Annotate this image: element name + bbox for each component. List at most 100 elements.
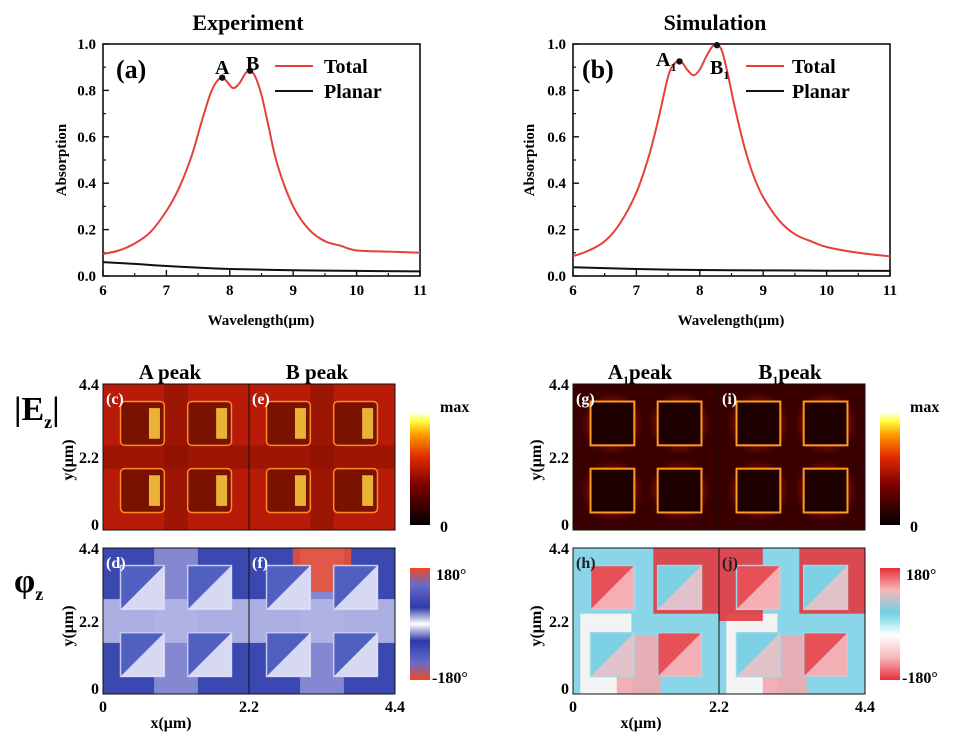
map-y-tick-label: 0 bbox=[91, 681, 99, 698]
map-ylabel-bottom-right: y(μm) bbox=[528, 605, 545, 646]
map-label-e: (e) bbox=[252, 391, 270, 408]
map-label-j: (j) bbox=[722, 555, 738, 572]
map-d bbox=[102, 547, 250, 695]
series-planar-line bbox=[102, 261, 421, 273]
x-tick-label: 9 bbox=[759, 283, 767, 299]
map-y-tick-label: 4.4 bbox=[549, 541, 569, 558]
map-label-f: (f) bbox=[252, 555, 268, 572]
resonator-square bbox=[589, 467, 636, 514]
peak-b-label: B bbox=[246, 53, 259, 75]
map-x-tick-label: 0 bbox=[569, 699, 577, 716]
map-shading-band bbox=[103, 445, 249, 469]
resonator-half bbox=[120, 632, 165, 677]
x-tick-label: 9 bbox=[289, 283, 297, 299]
field-hotspot bbox=[294, 408, 306, 439]
header-a-peak: A peak bbox=[139, 360, 202, 384]
field-hotspot bbox=[362, 408, 374, 439]
map-xlabel-right: x(μm) bbox=[620, 715, 661, 732]
peak-marker-a bbox=[676, 58, 683, 65]
colorbar-phase-simulation bbox=[880, 568, 900, 680]
panel-a-ylabel: Absorption bbox=[54, 123, 70, 196]
resonator-half bbox=[266, 565, 311, 610]
map-ylabel-top-right: y(μm) bbox=[528, 439, 545, 480]
resonator-half bbox=[736, 632, 781, 677]
colorbar-180-label: 180° bbox=[436, 567, 466, 584]
resonator-square bbox=[802, 467, 849, 514]
y-tick-label: 0.0 bbox=[77, 269, 96, 285]
map-y-tick-label: 4.4 bbox=[79, 377, 99, 394]
map-y-tick-label: 2.2 bbox=[549, 614, 569, 631]
field-maps bbox=[102, 383, 866, 695]
x-tick-label: 7 bbox=[633, 283, 641, 299]
map-e bbox=[248, 383, 396, 531]
header-b1-peak: B1peak bbox=[758, 360, 822, 387]
resonator-half bbox=[187, 565, 232, 610]
y-tick-label: 1.0 bbox=[77, 37, 96, 53]
y-tick-label: 0.4 bbox=[547, 176, 566, 192]
colorbar-amplitude-simulation bbox=[880, 412, 900, 525]
panel-a-xlabel: Wavelength(μm) bbox=[208, 313, 315, 329]
resonator-half bbox=[657, 565, 702, 610]
map-y-tick-label: 2.2 bbox=[79, 614, 99, 631]
resonator-half bbox=[120, 565, 165, 610]
legend-planar-label: Planar bbox=[792, 81, 850, 103]
panel-b-xlabel: Wavelength(μm) bbox=[678, 313, 785, 329]
y-tick-label: 0.4 bbox=[77, 176, 96, 192]
colorbar-m180-label: -180° bbox=[432, 670, 468, 687]
resonator-half bbox=[266, 632, 311, 677]
map-c bbox=[102, 383, 250, 531]
map-y-tick-label: 2.2 bbox=[549, 450, 569, 467]
field-hotspot bbox=[148, 475, 160, 506]
map-frame bbox=[718, 383, 866, 531]
map-label-c: (c) bbox=[106, 391, 124, 408]
colorbar-amplitude-experiment bbox=[410, 412, 430, 525]
panel-b-plot-frame bbox=[572, 43, 891, 277]
x-tick-label: 6 bbox=[569, 283, 577, 299]
map-x-tick-label: 4.4 bbox=[855, 699, 875, 716]
panel-b-title: Simulation bbox=[664, 10, 767, 35]
y-tick-label: 0.0 bbox=[547, 269, 566, 285]
panel-b-label: (b) bbox=[582, 55, 614, 84]
map-label-d: (d) bbox=[106, 555, 126, 572]
x-tick-label: 8 bbox=[696, 283, 704, 299]
map-label-i: (i) bbox=[722, 391, 737, 408]
map-frame bbox=[718, 547, 866, 695]
panel-a-axes: 6 7 8 9 10 11 0.0 0.2 0.4 0.6 0.8 1.0 bbox=[77, 37, 427, 299]
panel-b-legend: Total Planar bbox=[746, 56, 850, 103]
panel-a-plot-frame bbox=[102, 43, 421, 277]
panel-b-ylabel: Absorption bbox=[522, 123, 538, 196]
resonator-square bbox=[656, 467, 703, 514]
x-tick-label: 10 bbox=[349, 283, 364, 299]
x-tick-label: 11 bbox=[413, 283, 427, 299]
peak-marker-b bbox=[713, 41, 721, 49]
panel-b-series bbox=[572, 41, 891, 272]
map-j bbox=[718, 547, 866, 695]
y-tick-label: 0.8 bbox=[77, 83, 96, 99]
resonator-square bbox=[735, 467, 782, 514]
panel-a-legend: Total Planar bbox=[275, 56, 382, 103]
resonator-square bbox=[589, 400, 636, 447]
x-tick-label: 6 bbox=[99, 283, 107, 299]
map-tick-labels: 0 2.2 4.4 0 2.2 4.4 0 2.2 4.4 0 2.2 4.4 0 2.2 4.4 0 2.2 4… bbox=[79, 377, 875, 716]
field-hotspot bbox=[216, 408, 228, 439]
legend-planar-label: Planar bbox=[324, 81, 382, 103]
colorbar-max-label: max bbox=[440, 399, 469, 416]
resonator-half bbox=[590, 565, 635, 610]
colorbar-zero-label: 0 bbox=[440, 519, 448, 536]
peak-a-label: A bbox=[215, 57, 230, 79]
map-y-tick-label: 4.4 bbox=[79, 541, 99, 558]
panel-a-title: Experiment bbox=[192, 10, 304, 35]
row-label-field-phase: φz bbox=[14, 563, 43, 604]
resonator-square bbox=[735, 400, 782, 447]
panel-a-experiment-chart: Experiment 6 7 8 9 10 11 0.0 0.2 0.4 0.6 0.8 1.0 (a… bbox=[54, 10, 427, 329]
resonator-half bbox=[187, 632, 232, 677]
resonator-half bbox=[657, 632, 702, 677]
map-y-tick-label: 2.2 bbox=[79, 450, 99, 467]
map-y-tick-label: 0 bbox=[561, 517, 569, 534]
panel-b-axes: 6 7 8 9 10 11 0.0 0.2 0.4 0.6 0.8 1.0 bbox=[547, 37, 897, 299]
resonator-half bbox=[803, 632, 848, 677]
map-g bbox=[572, 383, 720, 531]
colorbar-max-label: max bbox=[910, 399, 939, 416]
colorbar-phase-experiment bbox=[410, 568, 430, 680]
